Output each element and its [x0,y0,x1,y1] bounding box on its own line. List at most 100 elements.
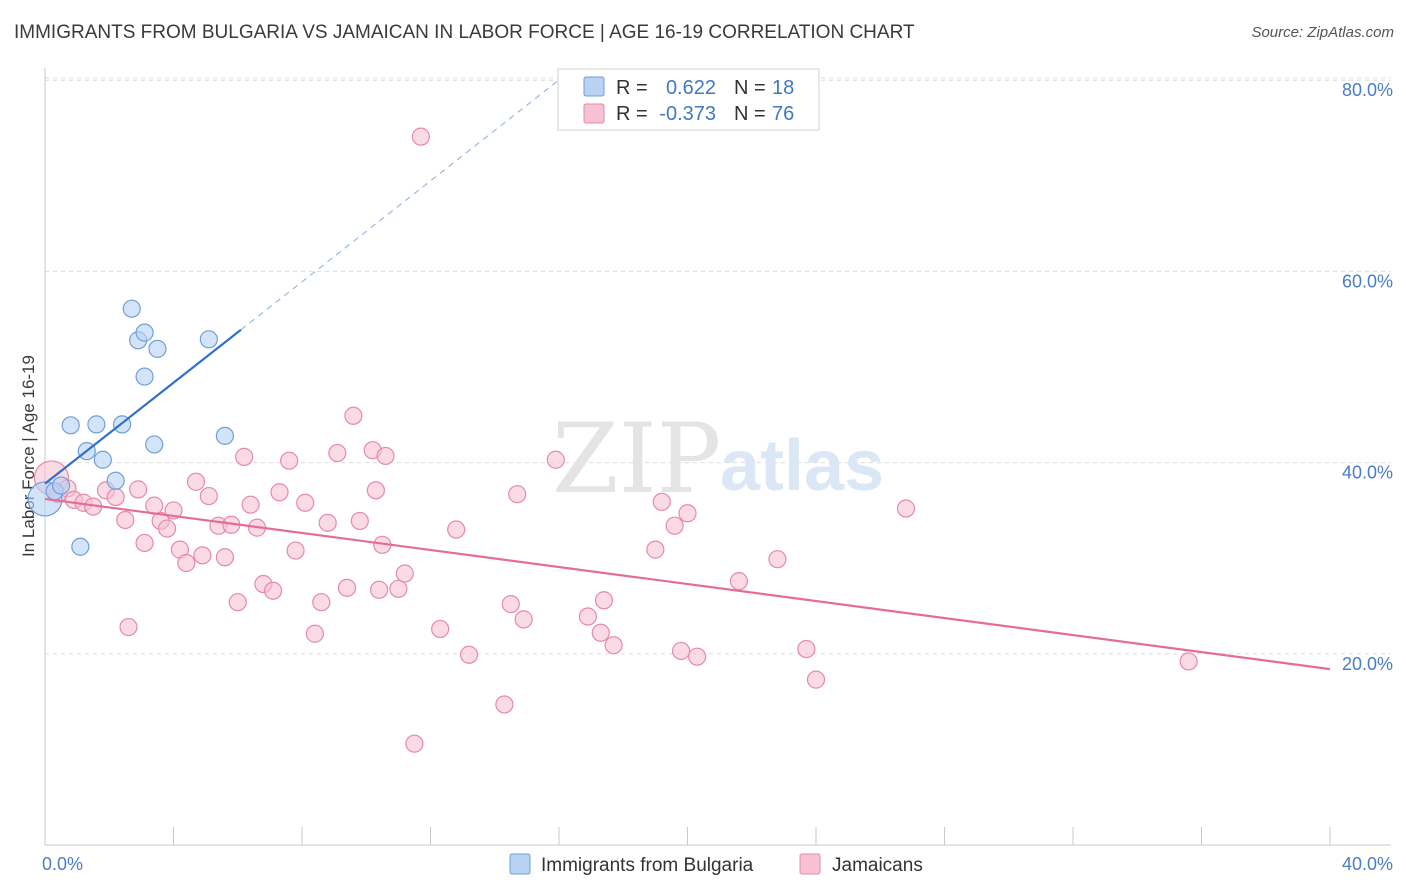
y-tick-labels: 20.0% 40.0% 60.0% 80.0% [1342,80,1393,674]
legend-swatch-bulgaria [583,76,605,97]
legend-r-label-bulgaria: R = [616,77,648,99]
watermark-zip: ZIP [552,403,721,515]
bulgaria-point-17 [215,426,234,445]
jamaicans-point-7 [106,487,125,507]
legend-n-label-bulgaria: N = [734,77,766,99]
series-legend-swatch-jamaicans [799,853,821,875]
bulgaria-point-13 [135,323,154,342]
jamaicans-point-43 [370,580,389,599]
watermark-atlas: atlas [720,426,884,506]
bulgaria-point-16 [199,330,218,349]
jamaicans-point-34 [305,624,324,643]
jamaicans-point-14 [157,519,177,538]
jamaicans-point-55 [514,610,533,629]
bulgaria-point-7 [93,450,112,469]
jamaicans-point-68 [729,572,749,591]
jamaicans-trendline [44,497,1331,671]
jamaicans-point-29 [263,581,283,600]
bulgaria-point-15 [148,339,167,358]
jamaicans-point-38 [337,578,357,597]
jamaicans-point-42 [366,481,385,500]
jamaicans-point-58 [578,607,598,626]
jamaicans-point-70 [797,639,816,659]
y-tick-label-80: 80.0% [1342,80,1393,100]
series-legend-label-jamaicans: Jamaicans [832,855,923,876]
jamaicans-point-73 [1179,652,1198,671]
bulgaria-trendline [44,328,242,485]
jamaicans-point-51 [447,520,466,539]
jamaicans-point-48 [405,734,424,753]
bulgaria-point-2 [51,476,71,495]
legend-r-label-jamaicans: R = [616,103,648,125]
jamaicans-point-39 [344,406,363,425]
jamaicans-point-19 [193,546,212,565]
jamaicans-point-57 [546,450,565,469]
jamaicans-point-37 [328,443,347,463]
y-tick-label-40: 40.0% [1342,463,1393,483]
jamaicans-point-22 [215,548,234,567]
bulgaria-point-12 [135,367,154,386]
jamaicans-points [33,127,1198,753]
watermark: ZIP atlas [552,403,884,515]
jamaicans-point-54 [501,594,520,614]
jamaicans-point-72 [896,499,916,518]
bulgaria-trendline-extension [240,79,560,331]
jamaicans-point-52 [459,645,479,664]
jamaicans-point-59 [594,591,614,610]
jamaicans-point-40 [350,511,369,531]
jamaicans-point-36 [318,513,337,532]
x-tick-label-min: 0.0% [42,854,83,874]
jamaicans-point-71 [806,670,826,689]
jamaicans-point-56 [508,485,527,504]
y-tick-label-20: 20.0% [1342,654,1393,674]
jamaicans-point-62 [646,540,665,559]
jamaicans-point-30 [270,483,289,502]
y-axis-label: In Labor Force | Age 16-19 [19,355,38,557]
jamaicans-point-32 [286,541,305,560]
bulgaria-point-14 [145,435,164,454]
x-tick-marks [44,827,1331,845]
bulgaria-point-4 [71,537,90,556]
jamaicans-point-69 [768,550,787,569]
jamaicans-point-25 [235,447,254,466]
jamaicans-point-67 [688,647,707,666]
stats-legend: R = 0.622 N = 18 R = -0.373 N = 76 [557,68,820,131]
x-tick-label-max: 40.0% [1342,854,1393,874]
jamaicans-point-46 [389,579,408,598]
trendlines [44,79,1331,671]
jamaicans-point-49 [411,127,430,146]
legend-n-value-jamaicans: 76 [772,103,794,125]
jamaicans-point-26 [241,495,260,514]
jamaicans-point-9 [119,617,138,637]
series-legend-swatch-bulgaria [509,853,531,875]
jamaicans-point-61 [591,623,610,642]
legend-n-label-jamaicans: N = [734,103,766,125]
jamaicans-point-20 [199,486,218,506]
jamaicans-point-10 [129,480,148,499]
jamaicans-point-18 [186,472,206,491]
gridlines [45,77,1391,655]
jamaicans-point-24 [228,593,247,612]
jamaicans-point-53 [495,695,514,714]
bulgaria-point-3 [61,416,80,435]
jamaicans-point-66 [671,641,691,661]
series-legend: Immigrants from Bulgaria Jamaicans [509,853,923,876]
jamaicans-point-63 [652,492,671,511]
legend-swatch-jamaicans [583,103,605,124]
y-tick-label-60: 60.0% [1342,271,1393,291]
jamaicans-point-33 [296,493,315,512]
bulgaria-point-6 [87,415,106,434]
jamaicans-point-35 [312,593,331,612]
jamaicans-point-31 [280,451,299,470]
chart-title: IMMIGRANTS FROM BULGARIA VS JAMAICAN IN … [14,22,915,43]
jamaicans-point-64 [665,516,684,535]
x-tick-labels: 0.0% 40.0% [42,854,1393,874]
jamaicans-point-50 [431,619,450,639]
source-credit: Source: ZipAtlas.com [1251,24,1394,41]
jamaicans-point-60 [604,636,623,655]
jamaicans-point-8 [116,510,135,530]
jamaicans-point-65 [678,504,697,523]
legend-n-value-bulgaria: 18 [772,77,794,99]
series-legend-label-bulgaria: Immigrants from Bulgaria [541,855,754,876]
